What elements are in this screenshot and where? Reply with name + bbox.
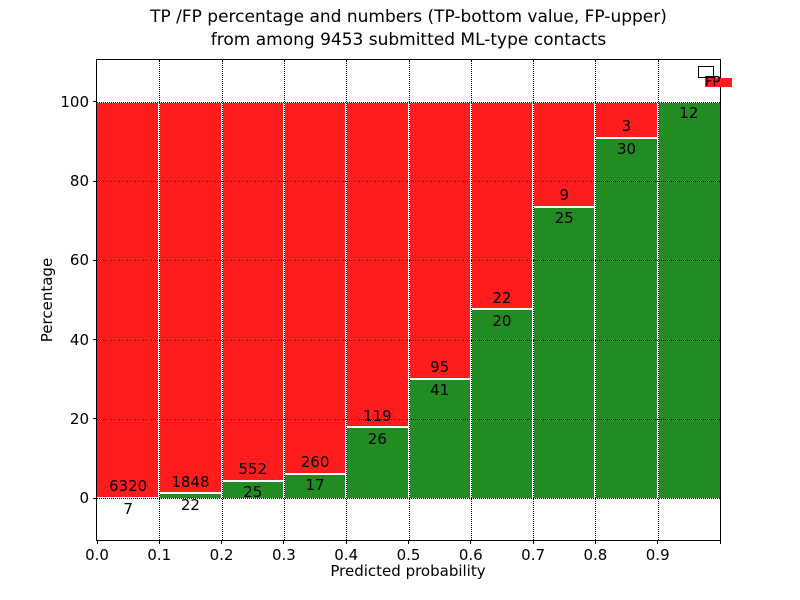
bar-fp-segment bbox=[595, 101, 658, 138]
fp-count-label: 9 bbox=[559, 186, 570, 205]
x-tick-label: 0.7 bbox=[521, 546, 546, 564]
y-tick-mark bbox=[93, 101, 97, 103]
fp-count-label: 95 bbox=[430, 358, 450, 377]
x-tick-label: 0.4 bbox=[334, 546, 359, 564]
grid-line-vertical bbox=[408, 60, 410, 540]
bar-tp-segment bbox=[657, 101, 720, 498]
x-tick-label: 0.8 bbox=[583, 546, 608, 564]
legend-label-fp: FP bbox=[705, 74, 721, 90]
chart-title: TP /FP percentage and numbers (TP-bottom… bbox=[97, 6, 720, 52]
x-tick-mark bbox=[719, 540, 721, 544]
bar-edge bbox=[97, 496, 160, 499]
bar-edge bbox=[595, 136, 658, 139]
y-tick-label: 20 bbox=[69, 409, 89, 428]
tp-count-label: 7 bbox=[123, 500, 133, 519]
x-tick-mark bbox=[408, 540, 409, 544]
bar-fp-segment bbox=[97, 101, 160, 498]
bar-tp-segment bbox=[221, 480, 284, 499]
fp-count-label: 119 bbox=[363, 406, 392, 425]
y-tick-label: 0 bbox=[79, 489, 89, 508]
y-tick-label: 60 bbox=[69, 251, 89, 270]
chart-title-line2: from among 9453 submitted ML-type contac… bbox=[210, 30, 607, 50]
bar-tp-segment bbox=[283, 473, 347, 498]
y-axis-label: Percentage bbox=[38, 257, 56, 343]
y-tick-mark bbox=[93, 180, 97, 182]
x-tick-label: 0.9 bbox=[645, 546, 670, 564]
tp-count-label: 12 bbox=[679, 104, 699, 123]
x-tick-label: 0.6 bbox=[458, 546, 483, 564]
x-tick-mark bbox=[283, 540, 285, 544]
x-tick-label: 0.0 bbox=[85, 546, 109, 564]
tp-count-label: 26 bbox=[367, 429, 387, 448]
x-tick-mark bbox=[657, 540, 659, 544]
tp-count-label: 22 bbox=[180, 495, 200, 514]
bar-tp-segment bbox=[408, 378, 471, 499]
legend: TPFP bbox=[698, 66, 732, 89]
bar-fp-segment bbox=[470, 101, 534, 310]
grid-line-vertical bbox=[595, 60, 597, 540]
tp-count-label: 25 bbox=[243, 483, 263, 502]
grid-line-vertical bbox=[533, 60, 535, 540]
y-tick-label: 80 bbox=[69, 172, 89, 191]
bar-tp-segment bbox=[595, 137, 658, 498]
x-tick-mark bbox=[96, 540, 98, 544]
tp-count-label: 41 bbox=[430, 381, 450, 400]
legend-swatch-fp bbox=[705, 77, 732, 87]
fp-count-label: 3 bbox=[621, 117, 632, 136]
bar-fp-segment bbox=[159, 101, 222, 494]
grid-line-vertical bbox=[470, 60, 472, 540]
x-tick-mark bbox=[532, 540, 534, 544]
fp-count-label: 260 bbox=[300, 453, 330, 472]
y-tick-label: 40 bbox=[69, 330, 89, 349]
x-tick-label: 0.5 bbox=[396, 546, 421, 564]
fp-count-label: 6320 bbox=[109, 477, 148, 496]
bar-tp-segment bbox=[533, 206, 596, 499]
tp-count-label: 20 bbox=[492, 311, 512, 330]
bar-fp-segment bbox=[346, 101, 409, 427]
grid-line-vertical bbox=[221, 60, 223, 540]
bar-edge bbox=[159, 492, 222, 495]
y-tick-label: 100 bbox=[60, 92, 89, 111]
bar-edge bbox=[346, 426, 409, 428]
fp-count-label: 552 bbox=[238, 460, 268, 479]
x-tick-mark bbox=[221, 540, 223, 544]
bar-fp-segment bbox=[221, 101, 284, 481]
bar-edge bbox=[470, 308, 534, 311]
tp-count-label: 17 bbox=[305, 476, 325, 495]
y-tick-mark bbox=[93, 259, 97, 261]
x-tick-mark bbox=[158, 540, 160, 544]
bar-edge bbox=[408, 377, 471, 380]
x-tick-label: 0.2 bbox=[209, 546, 234, 564]
x-tick-label: 0.3 bbox=[271, 546, 296, 564]
grid-line-vertical bbox=[283, 60, 285, 540]
bar-fp-segment bbox=[533, 101, 596, 207]
x-tick-mark bbox=[594, 540, 596, 544]
bar-edge bbox=[533, 205, 596, 208]
fp-count-label: 1848 bbox=[171, 472, 210, 491]
grid-line-vertical bbox=[159, 60, 161, 540]
x-tick-label: 0.1 bbox=[147, 546, 172, 564]
x-axis-label: Predicted probability bbox=[330, 562, 486, 580]
y-tick-mark bbox=[93, 339, 97, 341]
bar-fp-segment bbox=[408, 101, 471, 379]
bar-edge bbox=[221, 479, 284, 482]
grid-line-vertical bbox=[657, 60, 659, 540]
bar-tp-segment bbox=[470, 309, 534, 498]
bar-fp-segment bbox=[283, 101, 347, 474]
bar-tp-segment bbox=[346, 427, 409, 498]
grid-line-vertical bbox=[346, 60, 348, 540]
y-tick-mark bbox=[93, 497, 97, 499]
bar-edge bbox=[283, 472, 347, 475]
axes: TPFP 6320 7 1848 22 552 25 260 17 119 26 95 41 22 20 9… bbox=[60, 59, 732, 564]
fp-count-label: 22 bbox=[492, 288, 512, 307]
bar-tp-segment bbox=[159, 493, 222, 499]
chart-title-line1: TP /FP percentage and numbers (TP-bottom… bbox=[150, 7, 667, 27]
x-tick-mark bbox=[345, 540, 347, 544]
y-tick-mark bbox=[93, 418, 97, 420]
tp-count-label: 30 bbox=[617, 140, 637, 159]
x-tick-mark bbox=[470, 540, 472, 544]
tp-count-label: 25 bbox=[554, 209, 574, 228]
